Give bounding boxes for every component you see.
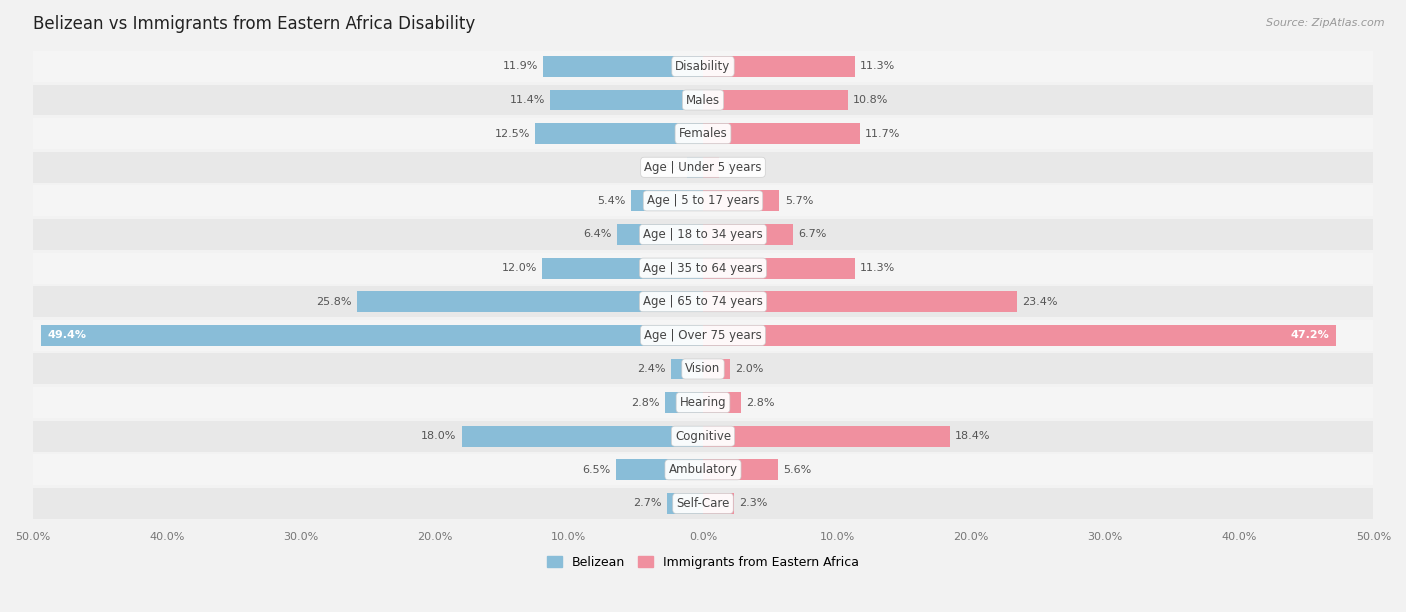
Legend: Belizean, Immigrants from Eastern Africa: Belizean, Immigrants from Eastern Africa [543, 551, 863, 574]
Bar [32, 320, 1374, 351]
Text: Disability: Disability [675, 60, 731, 73]
Text: 5.6%: 5.6% [783, 465, 811, 475]
Text: 6.7%: 6.7% [799, 230, 827, 239]
Text: 11.7%: 11.7% [865, 129, 901, 139]
Bar [32, 387, 1374, 418]
Bar [703, 325, 1336, 346]
Text: Age | Under 5 years: Age | Under 5 years [644, 161, 762, 174]
Bar [671, 359, 703, 379]
Bar [703, 291, 1017, 312]
Text: 5.7%: 5.7% [785, 196, 813, 206]
Bar [32, 51, 1374, 82]
Bar [32, 286, 1374, 317]
Text: 18.4%: 18.4% [955, 431, 991, 441]
Bar [703, 157, 718, 177]
Bar [703, 56, 855, 77]
Text: 47.2%: 47.2% [1291, 330, 1329, 340]
Bar [616, 460, 703, 480]
Text: Vision: Vision [685, 362, 721, 375]
Text: Age | Over 75 years: Age | Over 75 years [644, 329, 762, 342]
Bar [665, 392, 703, 413]
Text: Source: ZipAtlas.com: Source: ZipAtlas.com [1267, 18, 1385, 28]
Text: 23.4%: 23.4% [1022, 297, 1057, 307]
Text: Females: Females [679, 127, 727, 140]
Text: 6.5%: 6.5% [582, 465, 610, 475]
Text: 2.7%: 2.7% [633, 498, 661, 509]
Text: Age | 5 to 17 years: Age | 5 to 17 years [647, 195, 759, 207]
Bar [32, 354, 1374, 384]
Text: 2.4%: 2.4% [637, 364, 665, 374]
Bar [666, 493, 703, 514]
Text: 2.3%: 2.3% [740, 498, 768, 509]
Bar [703, 123, 860, 144]
Text: 49.4%: 49.4% [48, 330, 86, 340]
Text: 1.2%: 1.2% [724, 162, 752, 172]
Text: 11.4%: 11.4% [509, 95, 544, 105]
Bar [703, 89, 848, 110]
Text: Males: Males [686, 94, 720, 106]
Bar [543, 258, 703, 278]
Bar [32, 118, 1374, 149]
Bar [32, 420, 1374, 452]
Text: Belizean vs Immigrants from Eastern Africa Disability: Belizean vs Immigrants from Eastern Afri… [32, 15, 475, 33]
Text: 11.9%: 11.9% [503, 61, 538, 72]
Text: 11.3%: 11.3% [860, 61, 896, 72]
Text: 10.8%: 10.8% [853, 95, 889, 105]
Bar [703, 460, 778, 480]
Bar [32, 454, 1374, 485]
Bar [703, 258, 855, 278]
Bar [703, 493, 734, 514]
Text: 25.8%: 25.8% [316, 297, 352, 307]
Text: Age | 35 to 64 years: Age | 35 to 64 years [643, 261, 763, 275]
Text: Ambulatory: Ambulatory [668, 463, 738, 476]
Text: 1.2%: 1.2% [654, 162, 682, 172]
Text: Self-Care: Self-Care [676, 497, 730, 510]
Bar [550, 89, 703, 110]
Bar [32, 185, 1374, 216]
Bar [617, 224, 703, 245]
Bar [32, 152, 1374, 183]
Text: 12.5%: 12.5% [495, 129, 530, 139]
Bar [544, 56, 703, 77]
Text: Age | 65 to 74 years: Age | 65 to 74 years [643, 295, 763, 308]
Bar [32, 488, 1374, 519]
Text: 11.3%: 11.3% [860, 263, 896, 273]
Text: 18.0%: 18.0% [420, 431, 457, 441]
Bar [703, 359, 730, 379]
Bar [703, 426, 949, 447]
Bar [703, 190, 779, 211]
Text: 2.0%: 2.0% [735, 364, 763, 374]
Text: 5.4%: 5.4% [598, 196, 626, 206]
Bar [41, 325, 703, 346]
Bar [536, 123, 703, 144]
Text: 2.8%: 2.8% [747, 398, 775, 408]
Text: Hearing: Hearing [679, 396, 727, 409]
Bar [32, 253, 1374, 283]
Text: Cognitive: Cognitive [675, 430, 731, 442]
Bar [631, 190, 703, 211]
Text: Age | 18 to 34 years: Age | 18 to 34 years [643, 228, 763, 241]
Bar [357, 291, 703, 312]
Bar [32, 84, 1374, 116]
Bar [703, 392, 741, 413]
Text: 12.0%: 12.0% [502, 263, 537, 273]
Bar [461, 426, 703, 447]
Bar [688, 157, 703, 177]
Bar [703, 224, 793, 245]
Text: 2.8%: 2.8% [631, 398, 659, 408]
Bar [32, 219, 1374, 250]
Text: 6.4%: 6.4% [583, 230, 612, 239]
